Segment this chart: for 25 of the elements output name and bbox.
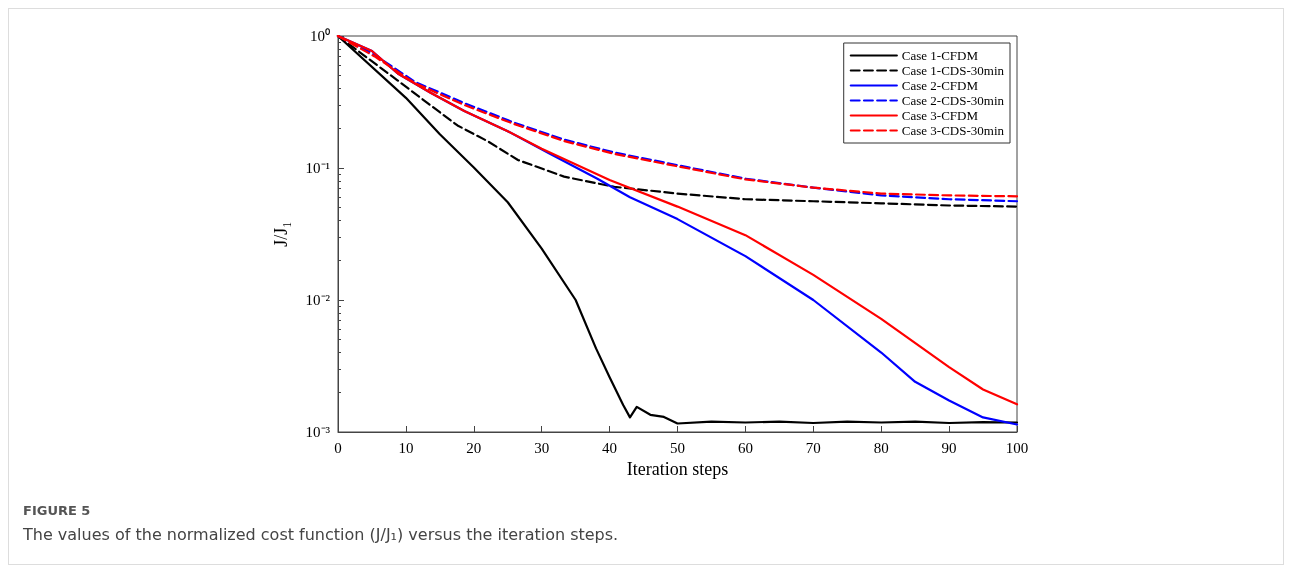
x-axis-title: Iteration steps	[626, 458, 729, 479]
legend-label: Case 3-CDS-30min	[901, 123, 1005, 138]
legend-label: Case 1-CFDM	[901, 48, 979, 63]
text: The values of the normalized cost function (J/J₁) versus the iteration steps.	[23, 525, 619, 544]
legend-label: Case 3-CFDM	[901, 108, 979, 123]
x-tick-label: 40	[602, 439, 618, 456]
x-tick-label: 100	[1005, 439, 1029, 456]
legend-label: Case 1-CDS-30min	[901, 63, 1005, 78]
x-tick-label: 80	[873, 439, 889, 456]
y-tick-label: 10⁻³	[305, 424, 331, 440]
x-tick-label: 50	[670, 439, 685, 456]
x-tick-label: 0	[334, 439, 342, 456]
x-tick-label: 30	[534, 439, 550, 456]
x-tick-label: 70	[805, 439, 821, 456]
x-tick-label: 90	[941, 439, 957, 456]
y-tick-label: 10⁻¹	[305, 160, 330, 176]
legend-label: Case 2-CDS-30min	[901, 93, 1005, 108]
legend-label: Case 2-CFDM	[901, 78, 979, 93]
y-tick-label: 10⁰	[310, 28, 330, 44]
x-tick-label: 20	[466, 439, 482, 456]
x-tick-label: 60	[737, 439, 753, 456]
y-axis-title: J/J₁	[271, 221, 291, 247]
x-tick-label: 10	[398, 439, 414, 456]
y-tick-label: 10⁻²	[305, 292, 331, 308]
caption: FIGURE 5	[23, 503, 91, 518]
